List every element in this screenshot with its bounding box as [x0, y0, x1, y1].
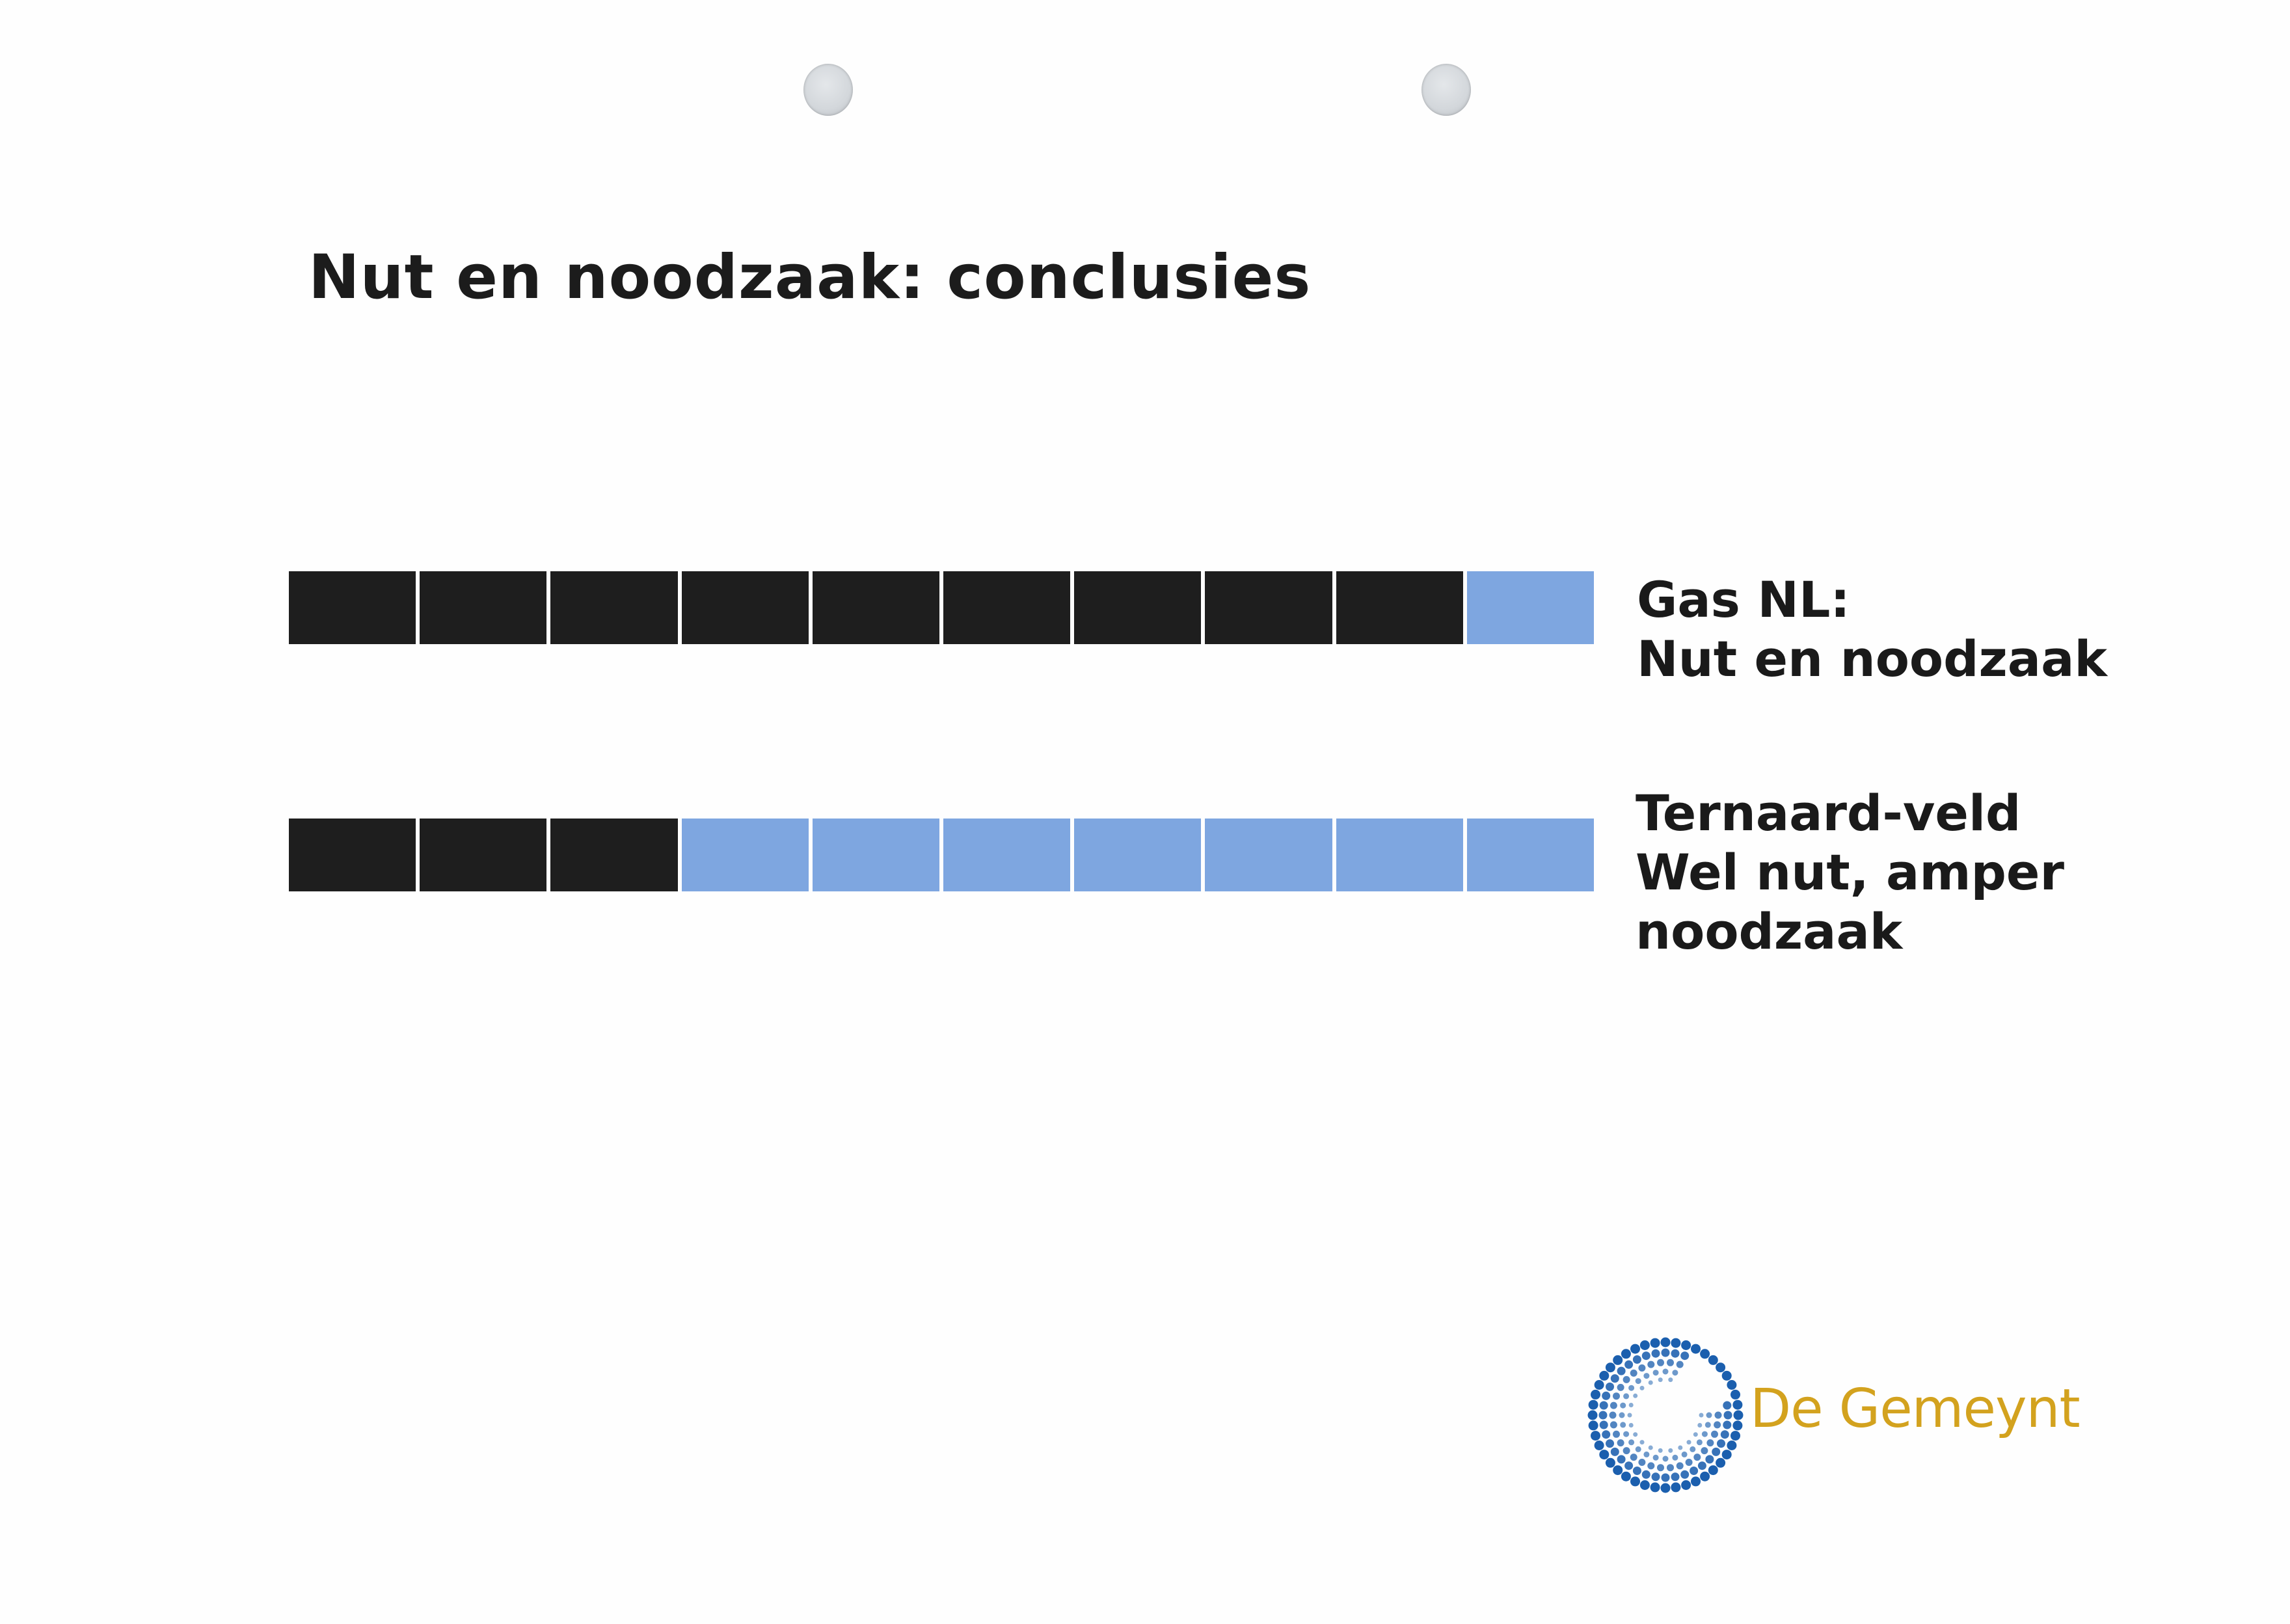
- rating-label-line: noodzaak: [1636, 902, 1903, 960]
- rating-label-line: Ternaard-veld: [1636, 784, 2021, 842]
- punch-hole-right: [1421, 64, 1471, 116]
- rating-segment-filled: [550, 571, 678, 644]
- rating-segment-empty: [812, 819, 939, 891]
- rating-segment-filled: [812, 571, 939, 644]
- rating-segment-empty: [1466, 571, 1594, 644]
- rating-segment-filled: [943, 571, 1071, 644]
- slide-title: Nut en noodzaak: conclusies: [308, 242, 1312, 313]
- punch-hole-left: [803, 64, 853, 116]
- rating-segment-filled: [1205, 571, 1332, 644]
- rating-label-ternaard-veld: Ternaard-veld Wel nut, amper noodzaak: [1636, 783, 2064, 961]
- rating-segment-filled: [550, 819, 678, 891]
- rating-segment-empty: [943, 819, 1071, 891]
- rating-bar-ternaard-veld: [289, 819, 1594, 891]
- rating-segment-empty: [1205, 819, 1332, 891]
- logo-text: De Gemeynt: [1750, 1378, 2081, 1440]
- rating-segment-filled: [420, 819, 547, 891]
- de-gemeynt-logo-mark: [1587, 1337, 1744, 1493]
- rating-label-line: Wel nut, amper: [1636, 843, 2064, 901]
- logo-circle-icon: [1587, 1337, 1744, 1493]
- rating-label-line: Nut en noodzaak: [1637, 630, 2107, 688]
- rating-label-line: Gas NL:: [1637, 571, 1850, 629]
- rating-segment-filled: [289, 571, 416, 644]
- rating-segment-empty: [1466, 819, 1594, 891]
- rating-segment-empty: [681, 819, 809, 891]
- rating-segment-filled: [289, 819, 416, 891]
- rating-bar-gas-nl: [289, 571, 1594, 644]
- rating-segment-filled: [1074, 571, 1202, 644]
- rating-label-gas-nl: Gas NL: Nut en noodzaak: [1637, 570, 2107, 688]
- rating-segment-empty: [1336, 819, 1463, 891]
- rating-segment-empty: [1074, 819, 1202, 891]
- rating-segment-filled: [681, 571, 809, 644]
- rating-segment-filled: [420, 571, 547, 644]
- rating-segment-filled: [1336, 571, 1463, 644]
